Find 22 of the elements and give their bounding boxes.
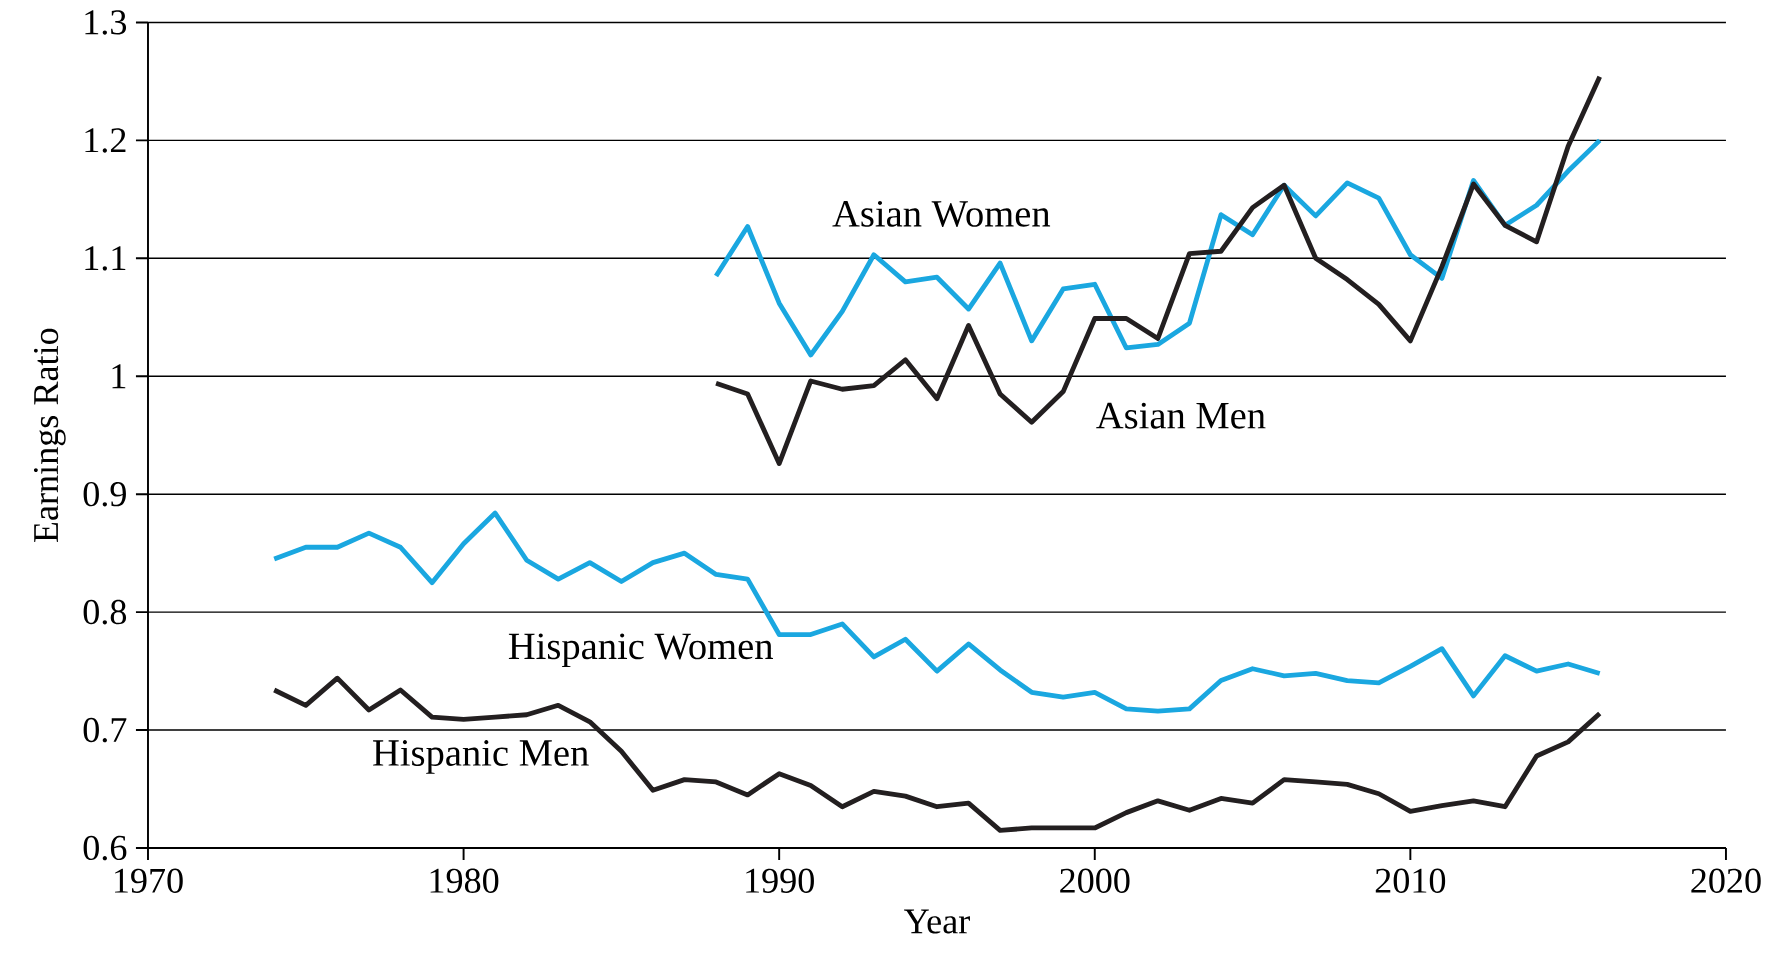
series-label: Hispanic Men — [373, 740, 589, 774]
y-tick-label: 0.7 — [83, 717, 127, 743]
y-tick-label: 1.2 — [85, 128, 126, 153]
series-label: Asian Men — [1096, 402, 1266, 429]
y-axis-title: Earnings Ratio — [33, 328, 66, 543]
x-axis-title: Year — [904, 909, 970, 934]
y-tick-label: 1 — [112, 364, 126, 389]
x-tick-label: 2020 — [1691, 868, 1761, 894]
y-tick-label: 0.9 — [83, 482, 126, 507]
line-series — [713, 74, 1603, 467]
line-series — [271, 510, 1603, 714]
series-label: Hispanic Women — [508, 633, 773, 668]
y-tick-label: 1.1 — [85, 246, 126, 271]
x-tick-label: 1990 — [746, 868, 814, 894]
x-tick-label: 2010 — [1375, 868, 1446, 894]
y-tick-label: 0.8 — [83, 599, 127, 625]
series-label: Asian Women — [832, 200, 1051, 228]
x-tick-label: 2000 — [1060, 868, 1130, 894]
y-tick-label: 0.6 — [83, 835, 127, 861]
x-tick-label: 1980 — [430, 868, 499, 894]
y-tick-label: 1.3 — [85, 10, 127, 35]
x-tick-label: 1970 — [115, 868, 183, 894]
